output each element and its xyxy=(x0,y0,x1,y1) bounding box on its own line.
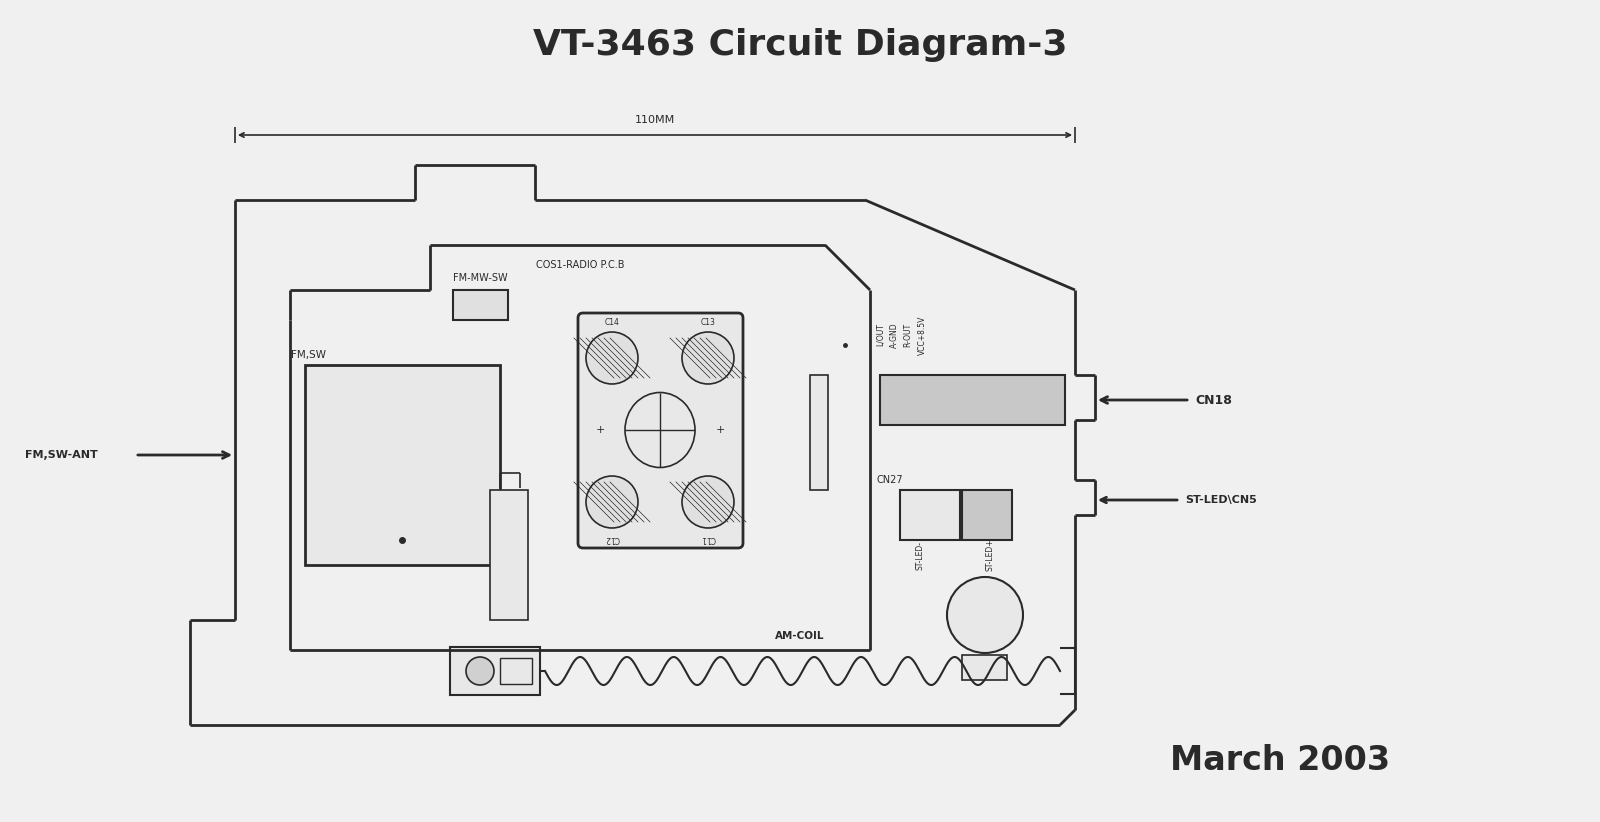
Bar xyxy=(306,365,499,565)
Text: ST-LED-: ST-LED- xyxy=(915,541,925,570)
Text: FM-MW-SW: FM-MW-SW xyxy=(453,273,507,283)
Text: March 2003: March 2003 xyxy=(1170,744,1390,777)
Bar xyxy=(880,375,1066,425)
Text: CN27: CN27 xyxy=(877,475,904,485)
Text: L/OUT: L/OUT xyxy=(875,324,885,346)
Text: C14: C14 xyxy=(605,317,619,326)
Bar xyxy=(453,290,509,320)
Text: COS1-RADIO P.C.B: COS1-RADIO P.C.B xyxy=(536,260,624,270)
Text: C11: C11 xyxy=(701,533,715,543)
Bar xyxy=(810,375,829,490)
Bar xyxy=(962,655,1006,680)
Bar xyxy=(899,490,960,540)
Text: CN18: CN18 xyxy=(1195,394,1232,407)
Text: AM-COIL: AM-COIL xyxy=(776,631,824,641)
Text: +: + xyxy=(715,425,725,435)
Text: C13: C13 xyxy=(701,317,715,326)
Bar xyxy=(490,490,528,620)
Text: FM,SW: FM,SW xyxy=(291,350,325,360)
Text: VCC+8.5V: VCC+8.5V xyxy=(917,316,926,354)
Text: +: + xyxy=(595,425,605,435)
Bar xyxy=(962,490,1013,540)
Ellipse shape xyxy=(682,476,734,528)
Text: R-OUT: R-OUT xyxy=(904,323,912,347)
Text: 110MM: 110MM xyxy=(635,115,675,125)
Bar xyxy=(450,647,541,695)
Bar xyxy=(499,658,531,684)
Circle shape xyxy=(947,577,1022,653)
FancyBboxPatch shape xyxy=(578,313,742,548)
Ellipse shape xyxy=(682,332,734,384)
Ellipse shape xyxy=(586,476,638,528)
Ellipse shape xyxy=(586,332,638,384)
Ellipse shape xyxy=(626,392,694,468)
Text: C12: C12 xyxy=(605,533,619,543)
Circle shape xyxy=(466,657,494,685)
Text: A-GND: A-GND xyxy=(890,322,899,348)
Text: VT-3463 Circuit Diagram-3: VT-3463 Circuit Diagram-3 xyxy=(533,28,1067,62)
Text: FM,SW-ANT: FM,SW-ANT xyxy=(26,450,98,460)
Text: ST-LED\CN5: ST-LED\CN5 xyxy=(1186,495,1256,505)
Text: ST-LED+: ST-LED+ xyxy=(986,538,995,571)
